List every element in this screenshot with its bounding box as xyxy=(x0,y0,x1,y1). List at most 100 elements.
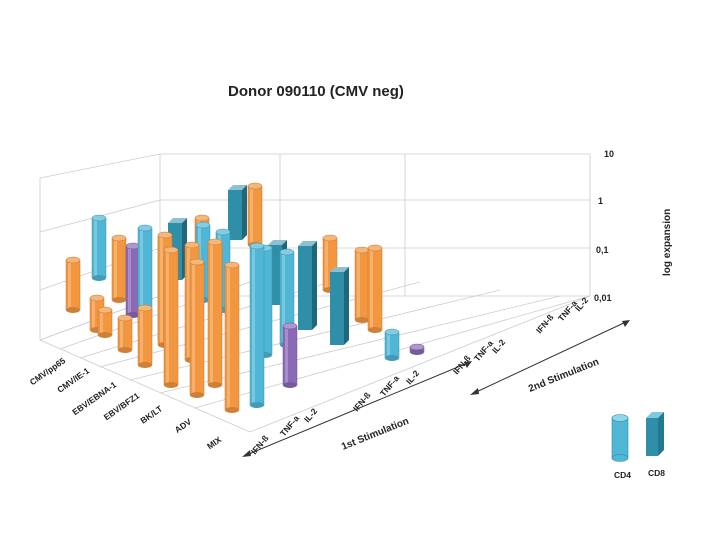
bar-top-cap xyxy=(384,328,400,336)
bar-bottom-cap xyxy=(208,382,222,388)
bar-side-face xyxy=(312,241,317,330)
bar-purple xyxy=(409,343,425,355)
bar-purple xyxy=(125,242,141,318)
bar-top-cap xyxy=(137,304,153,312)
bar-top-cap xyxy=(91,214,107,222)
bar-top-cap xyxy=(194,214,210,222)
bar-front-face xyxy=(330,272,344,345)
bar-cd8 xyxy=(298,241,317,330)
chart-title: Donor 090110 (CMV neg) xyxy=(228,83,404,100)
bar-highlight xyxy=(128,246,131,315)
bar-highlight xyxy=(68,260,71,310)
bar-highlight xyxy=(94,218,97,278)
bar-bottom-cap xyxy=(190,392,204,398)
bar-bottom-cap xyxy=(66,307,80,313)
bar-cd8 xyxy=(228,185,247,240)
category-label: BK/LT xyxy=(138,403,164,426)
legend: CD4 CD8 xyxy=(611,412,665,480)
bar-orange xyxy=(189,258,205,398)
bar-front-face xyxy=(228,190,242,240)
bar-cd4 xyxy=(91,214,107,281)
z-axis-label: log expansion xyxy=(662,209,673,276)
z-axis: 10 1 0,1 0,01 log expansion xyxy=(594,149,673,303)
bar-top-cap xyxy=(137,224,153,232)
bar-cd8 xyxy=(330,267,349,345)
bar-highlight xyxy=(166,250,169,385)
bar-cd4 xyxy=(249,242,265,408)
bar-highlight xyxy=(325,238,328,290)
bar-highlight xyxy=(100,310,103,335)
category-label: MIX xyxy=(205,434,223,451)
bar-highlight xyxy=(140,308,143,365)
category-label: EBV/BFZ1 xyxy=(102,390,142,422)
bar-top-cap xyxy=(249,242,265,250)
bar-side-face xyxy=(242,185,247,240)
bar-highlight xyxy=(140,228,143,330)
bar-purple xyxy=(282,322,298,388)
legend-cd8-label: CD8 xyxy=(648,468,665,478)
second-stim-label: IL-2 xyxy=(573,295,591,313)
bar-orange xyxy=(97,306,113,338)
bar-top-cap xyxy=(117,314,133,322)
bar-bottom-cap xyxy=(225,407,239,413)
bar-bottom-cap xyxy=(112,297,126,303)
bar-bottom-cap xyxy=(98,332,112,338)
bar-orange xyxy=(207,238,223,388)
bar-top-cap xyxy=(65,256,81,264)
bar-orange xyxy=(65,256,81,313)
bar-top-cap xyxy=(157,231,173,239)
bar-top-cap xyxy=(111,234,127,242)
bar-front-face xyxy=(298,246,312,330)
first-stim-label: TNF-a xyxy=(278,413,301,438)
bar-top-face xyxy=(168,218,187,223)
bar-highlight xyxy=(187,245,190,360)
bar-top-cap xyxy=(207,238,223,246)
first-stim-label: TNF-a xyxy=(378,373,401,398)
bar-top-face xyxy=(268,240,287,245)
bar-bottom-cap xyxy=(355,317,369,323)
bar-highlight xyxy=(370,248,373,330)
bar-highlight xyxy=(387,332,390,358)
legend-cd8-swatch xyxy=(646,412,664,456)
bar-highlight xyxy=(192,262,195,395)
bar-orange xyxy=(224,261,240,413)
z-tick-10: 10 xyxy=(604,149,614,159)
z-tick-0-01: 0,01 xyxy=(594,293,612,303)
bar-top-cap xyxy=(189,258,205,266)
z-tick-1: 1 xyxy=(598,196,603,206)
legend-cd4-label: CD4 xyxy=(614,470,631,480)
bar-orange xyxy=(117,314,133,353)
bar-bottom-cap xyxy=(118,347,132,353)
bar-highlight xyxy=(210,242,213,385)
bar-highlight xyxy=(357,250,360,320)
first-stimulation-label: 1st Stimulation xyxy=(340,416,411,453)
bar-bottom-cap xyxy=(250,402,264,408)
bar-bottom-cap xyxy=(92,275,106,281)
category-label: CMV/IE-1 xyxy=(55,365,91,394)
bar-top-cap xyxy=(409,343,425,351)
bar-top-cap xyxy=(97,306,113,314)
bar-top-cap xyxy=(163,246,179,254)
first-stimulation-axis: IFN-ß TNF-a IL-2 IFN-ß TNF-a IL-2 1st St… xyxy=(242,361,472,457)
bar-bottom-cap xyxy=(164,382,178,388)
bar-top-cap xyxy=(367,244,383,252)
bar-bottom-cap xyxy=(138,362,152,368)
bar-highlight xyxy=(160,235,163,345)
legend-cd4-swatch xyxy=(611,414,629,462)
bar-top-cap xyxy=(279,248,295,256)
bar-top-cap xyxy=(224,261,240,269)
bar-top-cap xyxy=(322,234,338,242)
bar-bottom-cap xyxy=(385,355,399,361)
bar-highlight xyxy=(282,252,285,345)
bar-bottom-cap xyxy=(283,382,297,388)
bar-highlight xyxy=(92,298,95,330)
bar-top-cap xyxy=(215,228,231,236)
bar-orange xyxy=(163,246,179,388)
second-stim-label: IL-2 xyxy=(490,337,508,355)
bar-top-face xyxy=(298,241,317,246)
z-tick-0-1: 0,1 xyxy=(596,245,609,255)
category-label: ADV xyxy=(173,416,194,435)
second-stimulation-label: 2nd Stimulation xyxy=(527,356,601,394)
